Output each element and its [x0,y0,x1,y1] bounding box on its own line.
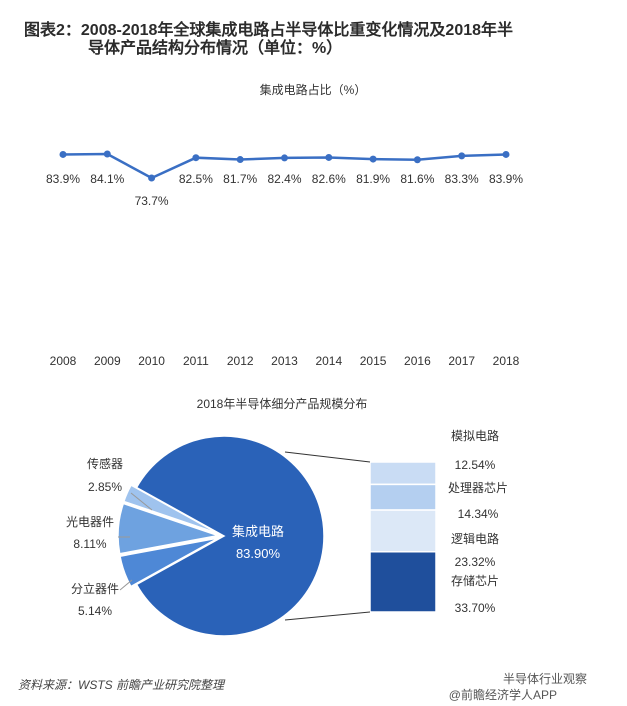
line-data-label: 83.9% [46,172,80,186]
breakdown-label: 存储芯片 [451,573,499,588]
line-data-label: 82.5% [179,172,213,186]
breakdown-label: 模拟电路 [451,428,499,443]
connector-line-bottom [284,611,371,621]
breakdown-value: 14.34% [458,507,499,521]
source-note: 资料来源：WSTS 前瞻产业研究院整理 [18,678,224,692]
breakdown-segment [369,483,437,511]
line-data-label: 84.1% [90,172,124,186]
breakdown-label: 处理器芯片 [448,481,508,495]
pie-outside-label: 传感器 [87,456,123,471]
x-tick-label: 2017 [448,354,475,368]
line-data-label: 81.6% [400,172,434,186]
line-point [236,156,244,164]
breakdown-value: 12.54% [455,458,496,472]
line-data-label: 83.3% [445,172,479,186]
line-point [458,152,466,160]
line-point [369,155,377,163]
x-tick-label: 2014 [315,354,342,368]
breakdown-segment [369,550,437,613]
x-tick-label: 2012 [227,354,254,368]
line-data-label: 83.9% [489,172,523,186]
line-data-label: 82.6% [312,172,346,186]
line-data-label: 81.7% [223,172,257,186]
watermark-top: 半导体行业观察 [502,672,587,686]
breakdown-segment [369,509,437,553]
breakdown-value: 23.32% [455,555,496,569]
pie-slice-label: 集成电路 [232,524,284,539]
watermark-bottom: @前瞻经济学人APP [448,688,557,702]
pie-outside-label: 分立器件 [71,581,119,596]
line-point [148,174,156,182]
x-tick-label: 2010 [138,354,165,368]
x-tick-label: 2018 [493,354,520,368]
line-data-label: 73.7% [135,194,169,208]
connector-line-top [284,451,371,463]
x-tick-label: 2013 [271,354,298,368]
line-point [103,150,111,158]
pie-slice [119,537,219,588]
x-tick-label: 2009 [94,354,121,368]
line-point [59,150,67,158]
pie-slice [135,435,325,637]
line-point [281,154,288,162]
line-data-label: 82.4% [267,172,301,186]
line-data-label: 81.9% [356,172,390,186]
breakdown-segment [369,461,437,486]
title-line-2: 导体产品结构分布情况（单位：%） [88,40,343,57]
breakdown-value: 33.70% [455,601,496,615]
pie-leader-line [130,492,153,511]
pie-chart-title: 2018年半导体细分产品规模分布 [197,396,368,411]
line-point [502,150,510,158]
line-chart-title: 集成电路占比（%） [260,82,367,97]
x-tick-label: 2008 [50,354,77,368]
breakdown-label: 逻辑电路 [451,531,499,546]
pie-outside-value: 2.85% [88,480,122,494]
x-tick-label: 2011 [183,354,209,368]
pie-outside-value: 5.14% [78,604,112,618]
line-point [413,156,421,164]
page-title: 图表2：2008-2018年全球集成电路占半导体比重变化情况及2018年半 导体… [24,22,584,58]
x-tick-label: 2016 [404,354,431,368]
pie-slice [122,484,219,535]
line-point [325,153,333,161]
title-line-1: 图表2：2008-2018年全球集成电路占半导体比重变化情况及2018年半 [24,22,514,39]
pie-slice-value: 83.90% [236,546,281,561]
pie-outside-value: 8.11% [73,537,106,551]
x-tick-label: 2015 [360,354,387,368]
line-point [192,154,200,162]
pie-slice [117,502,221,555]
pie-leader-line [119,579,133,591]
pie-outside-label: 光电器件 [66,515,114,529]
